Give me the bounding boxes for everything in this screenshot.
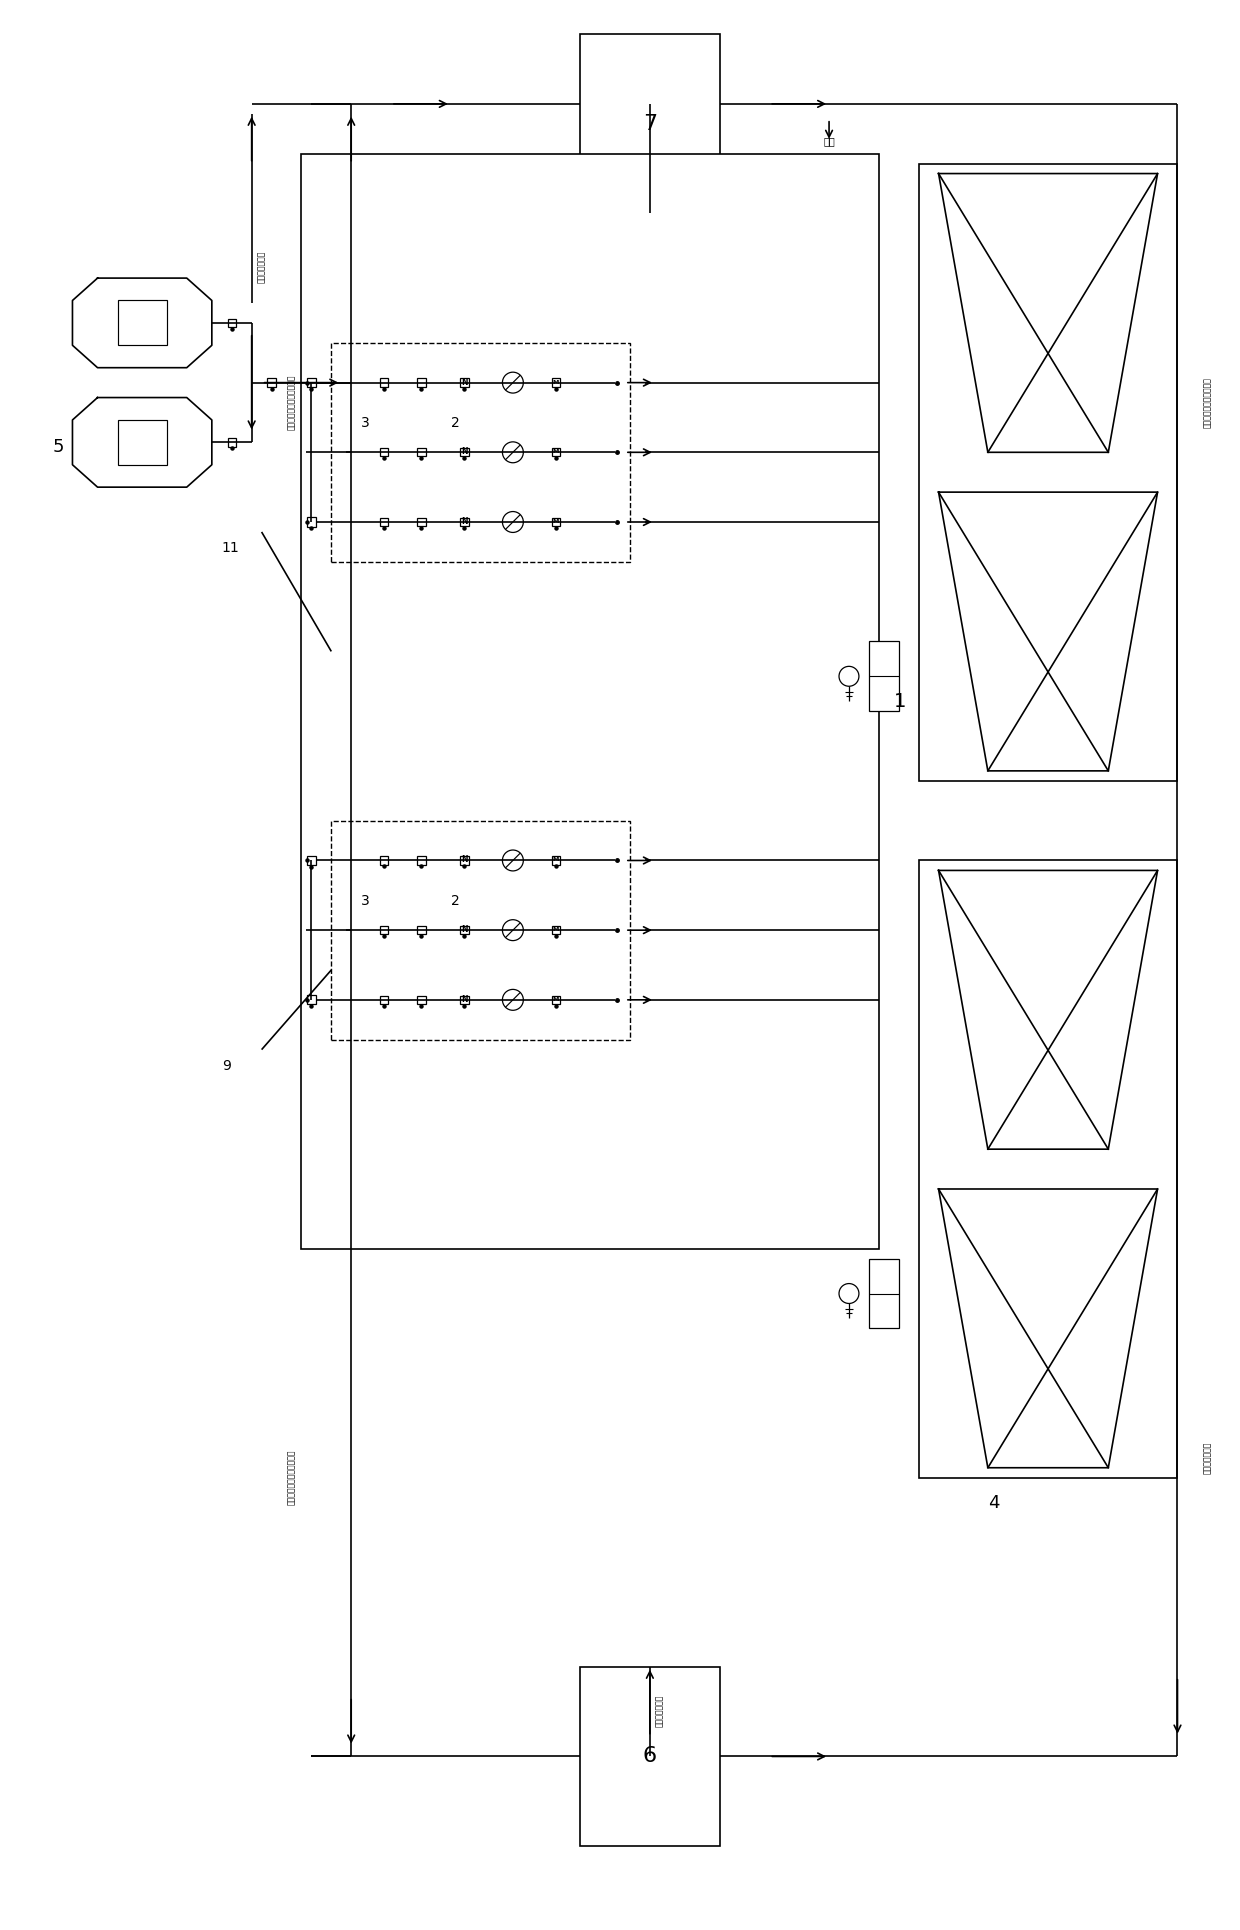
Bar	[268, 378, 275, 386]
Text: 7: 7	[642, 114, 657, 133]
Bar	[306, 378, 316, 388]
Text: M: M	[553, 519, 559, 525]
Bar	[460, 926, 469, 934]
Bar	[418, 378, 425, 386]
Text: 6: 6	[642, 1747, 657, 1766]
Text: 4: 4	[988, 1494, 999, 1511]
Bar	[301, 154, 879, 1249]
Text: N: N	[461, 855, 467, 865]
Bar	[552, 448, 560, 457]
Text: M: M	[553, 998, 559, 1002]
Bar	[460, 517, 469, 527]
Bar	[379, 996, 388, 1004]
Bar	[869, 1258, 899, 1328]
Text: N: N	[461, 924, 467, 934]
Text: 制冷站用净环冷却水送出水: 制冷站用净环冷却水送出水	[286, 1449, 296, 1505]
Bar	[460, 857, 469, 865]
Bar	[552, 378, 560, 386]
Text: M: M	[553, 450, 559, 454]
Text: 1: 1	[894, 691, 906, 710]
Text: 制冷站用净环冷却水回水: 制冷站用净环冷却水回水	[1203, 376, 1211, 428]
Bar	[418, 996, 425, 1004]
Text: N: N	[461, 994, 467, 1004]
Text: N: N	[461, 378, 467, 386]
Bar	[919, 164, 1178, 782]
Text: 3: 3	[361, 417, 370, 430]
Bar	[118, 421, 166, 465]
Text: M: M	[553, 857, 559, 863]
Bar	[418, 926, 425, 934]
Text: 2: 2	[451, 417, 460, 430]
Bar	[460, 378, 469, 386]
Text: 反洗水外排蝶阀: 反洗水外排蝶阀	[257, 251, 265, 284]
Bar	[306, 996, 316, 1004]
Text: 9: 9	[222, 1058, 231, 1073]
Text: 净环冷却水回水: 净环冷却水回水	[1203, 1442, 1211, 1475]
Text: 冷却补充水补水: 冷却补充水补水	[655, 1695, 663, 1727]
Bar	[331, 820, 630, 1040]
Bar	[379, 448, 388, 457]
Text: M: M	[553, 926, 559, 932]
Bar	[379, 857, 388, 865]
Bar	[379, 926, 388, 934]
Bar	[552, 517, 560, 527]
Bar	[228, 438, 236, 446]
Bar	[552, 926, 560, 934]
Text: N: N	[461, 448, 467, 455]
Bar	[418, 517, 425, 527]
Bar	[418, 448, 425, 457]
Bar	[379, 378, 388, 386]
Bar	[552, 857, 560, 865]
Text: 11: 11	[222, 540, 239, 554]
Bar	[460, 448, 469, 457]
Text: 制冷站用净环冷却水送出水: 制冷站用净环冷却水送出水	[286, 374, 296, 430]
Bar	[919, 861, 1178, 1478]
Bar	[418, 857, 425, 865]
Bar	[869, 641, 899, 710]
Bar	[118, 301, 166, 345]
Text: N: N	[461, 517, 467, 527]
Text: 2: 2	[451, 894, 460, 909]
Text: M: M	[553, 380, 559, 384]
Bar	[552, 996, 560, 1004]
Bar	[580, 1668, 719, 1845]
Text: 粗滤: 粗滤	[823, 135, 835, 145]
Bar	[460, 996, 469, 1004]
Bar	[306, 517, 316, 527]
Bar	[379, 517, 388, 527]
Bar	[331, 344, 630, 562]
Bar	[228, 318, 236, 326]
Bar	[306, 855, 316, 865]
Bar	[580, 35, 719, 214]
Text: 5: 5	[52, 438, 64, 455]
Text: 3: 3	[361, 894, 370, 909]
